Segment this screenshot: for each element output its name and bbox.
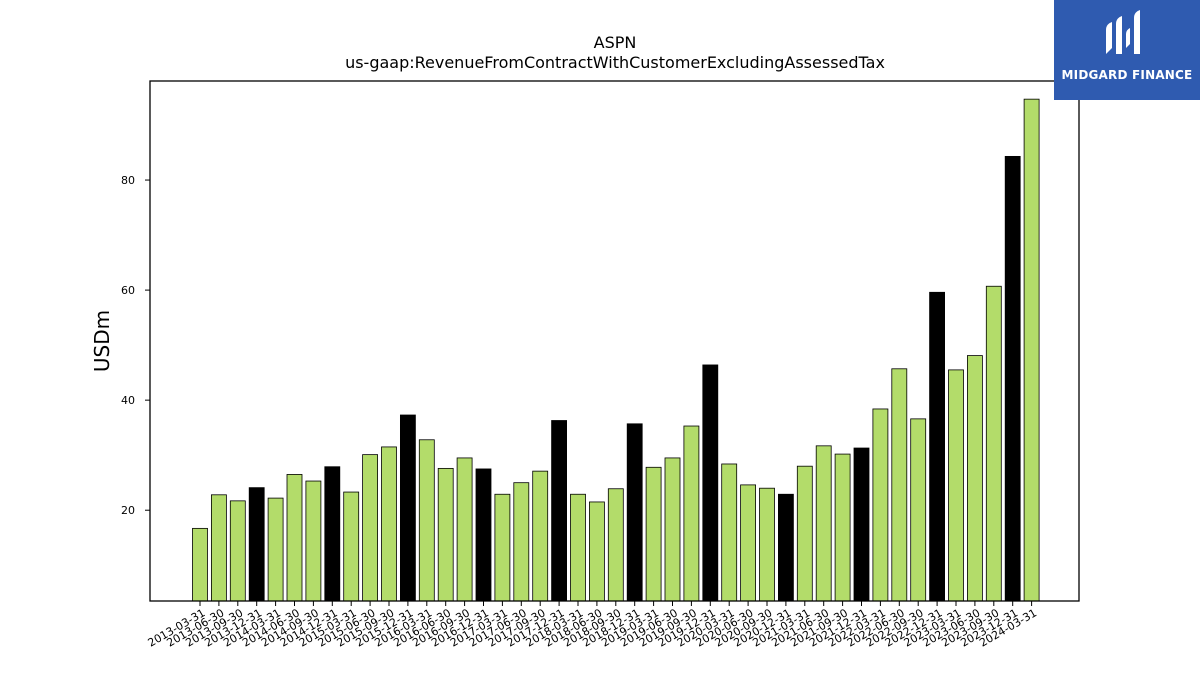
bar-2019-09-30 — [683, 425, 700, 602]
logo-text: MIDGARD FINANCE — [1061, 68, 1193, 82]
bar-2020-09-30 — [759, 487, 775, 602]
bar-2023-03-31 — [948, 369, 964, 602]
bar-2016-09-30 — [456, 457, 473, 602]
bar-2016-12-31 — [475, 468, 492, 602]
bar-2014-12-31 — [324, 466, 341, 602]
bar-2023-06-30 — [967, 355, 983, 602]
bar-2013-06-30 — [210, 494, 227, 602]
bar-2017-06-30 — [513, 482, 530, 602]
bar-2015-09-30 — [381, 446, 397, 602]
bar-2018-03-31 — [570, 493, 586, 602]
bar-2014-09-30 — [305, 480, 322, 602]
bar-2023-09-30 — [985, 285, 1002, 602]
bar-2021-09-30 — [834, 453, 851, 602]
bar-2016-06-30 — [437, 467, 454, 602]
bar-2024-03-31 — [1023, 98, 1040, 602]
bar-2021-12-31 — [853, 447, 870, 602]
bar-2023-12-31 — [1004, 155, 1021, 602]
bar-2018-12-31 — [626, 423, 643, 602]
bar-2021-03-31 — [796, 465, 813, 602]
bar-2021-06-30 — [815, 445, 832, 602]
x-axis-ticks: 2013-03-312013-06-302013-09-302013-12-31… — [146, 601, 1039, 650]
y-tick-label: 60 — [121, 284, 135, 297]
bar-2014-06-30 — [286, 474, 303, 602]
bar-2020-03-31 — [721, 463, 738, 602]
chart-subtitle: us-gaap:RevenueFromContractWithCustomerE… — [345, 53, 885, 72]
bar-2022-09-30 — [910, 418, 927, 602]
bar-2020-12-31 — [778, 493, 794, 602]
bar-2015-12-31 — [399, 414, 416, 602]
chart-title: ASPN — [594, 33, 637, 52]
y-tick-label: 20 — [121, 504, 135, 517]
bar-2022-12-31 — [929, 291, 945, 602]
y-axis-ticks: 20 40 60 80 — [121, 174, 150, 517]
bar-2015-06-30 — [362, 454, 379, 602]
bar-2015-03-31 — [343, 491, 360, 602]
bar-2018-06-30 — [589, 501, 605, 602]
plot-frame — [149, 80, 1080, 602]
midgard-logo-icon — [1106, 10, 1140, 54]
bar-2018-09-30 — [607, 488, 624, 602]
midgard-finance-logo: MIDGARD FINANCE — [1054, 0, 1200, 100]
y-axis-label: USDm — [90, 310, 114, 372]
bar-2014-03-31 — [267, 497, 284, 602]
bar-2017-03-31 — [494, 493, 511, 602]
bar-2013-12-31 — [248, 487, 265, 602]
bar-2017-12-31 — [551, 420, 567, 602]
y-tick-label: 40 — [121, 394, 135, 407]
bars-group — [192, 98, 1040, 602]
bar-2019-12-31 — [702, 364, 719, 602]
bar-2017-09-30 — [532, 470, 549, 602]
bar-2013-09-30 — [229, 500, 246, 602]
bar-2022-06-30 — [891, 368, 908, 602]
bar-2020-06-30 — [740, 484, 756, 602]
bar-2013-03-31 — [192, 527, 208, 602]
y-tick-label: 80 — [121, 174, 135, 187]
bar-2019-06-30 — [664, 457, 681, 602]
bar-2022-03-31 — [872, 408, 889, 602]
bar-2016-03-31 — [418, 439, 435, 602]
bar-2019-03-31 — [645, 466, 662, 602]
